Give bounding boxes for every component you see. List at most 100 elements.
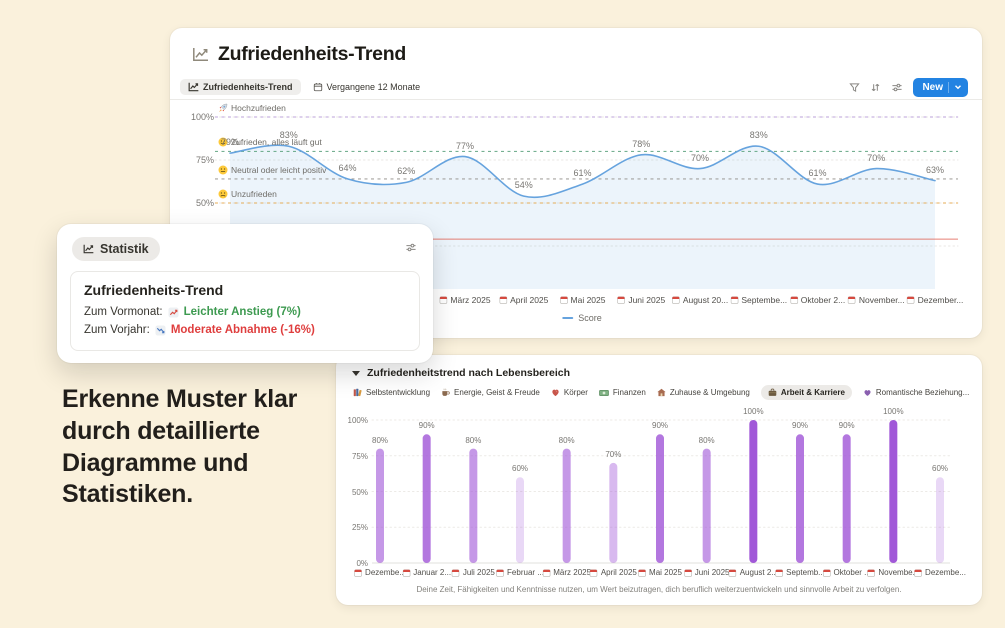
money-icon (599, 389, 609, 397)
new-button[interactable]: New (913, 77, 968, 97)
data-point-label: 79% (220, 137, 240, 148)
y-axis-tick: 50% (351, 487, 368, 497)
view-tab-label: Zufriedenheits-Trend (203, 82, 293, 92)
stat-trend-value: Leichter Anstieg (7%) (183, 306, 301, 318)
bar-value-label: 70% (605, 449, 622, 459)
bar-value-label: 80% (371, 435, 389, 445)
chevron-down-icon[interactable] (954, 83, 962, 91)
bar-value-label: 100% (883, 407, 904, 416)
reference-line-label: Neutral oder leicht positiv (218, 165, 326, 175)
bar-value-label: 80% (465, 435, 482, 445)
category-tabs-row: Selbstentwicklung Energie, Geist & Freude… (353, 385, 970, 400)
x-axis-label: März 2025 (542, 568, 591, 577)
view-toolbar: Zufriedenheits-Trend Vergangene 12 Monat… (180, 77, 968, 97)
data-point-label: 61% (808, 168, 827, 179)
date-range-filter[interactable]: Vergangene 12 Monate (313, 82, 420, 92)
category-tab-label: Romantische Beziehung... (875, 388, 970, 397)
data-point-label: 70% (867, 152, 886, 163)
data-point-label: 83% (279, 130, 298, 141)
section-toggle[interactable]: Zufriedenheitstrend nach Lebensbereich (352, 367, 570, 379)
x-axis-label: Novembe... (867, 568, 919, 577)
x-axis-label: Juni 2025 (684, 568, 730, 577)
y-axis-tick: 50% (195, 198, 214, 208)
category-tab-label: Körper (563, 388, 588, 397)
bar-value-label: 60% (931, 464, 949, 474)
bar-value-label: 100% (743, 407, 764, 416)
view-settings-icon[interactable] (891, 82, 903, 93)
section-title: Zufriedenheitstrend nach Lebensbereich (367, 367, 571, 379)
y-axis-tick: 75% (195, 155, 214, 165)
heart-icon (863, 388, 872, 397)
bar-value-label: 90% (651, 421, 669, 431)
toggle-triangle-icon (352, 370, 360, 376)
house-icon (657, 388, 666, 397)
data-point-label: 70% (690, 152, 710, 163)
stats-title: Zufriedenheits-Trend (84, 282, 224, 298)
bar-value-label: 80% (698, 435, 715, 445)
sort-icon[interactable] (870, 82, 881, 93)
filter-icon[interactable] (849, 82, 861, 93)
chart-down-icon (155, 324, 166, 336)
category-tab-zuhause-umgebung[interactable]: Zuhause & Umgebung (657, 388, 750, 397)
life-area-bar-chart: 0% 25% 50% 75% 100% 80% 90% 80% 60% 80% 70% 90% 80% 1… (336, 355, 982, 605)
data-point-label: 54% (514, 180, 533, 191)
books-icon (353, 388, 362, 397)
data-point-label: 64% (338, 162, 357, 173)
x-axis-label: Oktober 2... (789, 295, 845, 305)
x-axis-label: Dezember... (906, 295, 963, 305)
x-axis-label: August 20... (672, 295, 728, 305)
bar-chart-canvas (371, 419, 951, 564)
statistics-card: Statistik Zufriedenheits-Trend Zum Vormo… (57, 224, 433, 363)
line-chart-icon (188, 82, 199, 92)
stat-label: Zum Vorjahr: (84, 324, 150, 336)
data-point-label: 78% (632, 138, 651, 149)
data-point-label: 77% (455, 140, 475, 151)
reference-line-label: Unzufrieden (218, 189, 277, 199)
category-tab-finanzen[interactable]: Finanzen (599, 388, 646, 397)
stat-row-month: Zum Vormonat: Leichter Anstieg (7%) (84, 306, 406, 318)
category-tab-energie-geist-freude[interactable]: Energie, Geist & Freude (441, 388, 540, 397)
toolbar-actions: New (849, 77, 968, 97)
y-axis-tick: 25% (351, 523, 368, 533)
statistik-badge-label: Statistik (100, 242, 149, 256)
x-axis-label: April 2025 (590, 568, 637, 577)
x-axis-label: Mai 2025 (559, 295, 605, 305)
marketing-headline: Erkenne Muster klar durch detaillierte D… (62, 385, 298, 509)
x-axis-label: Septemb... (775, 568, 825, 577)
stat-label: Zum Vormonat: (84, 306, 163, 318)
anatomical-heart-icon (551, 388, 560, 397)
x-axis-label: März 2025 (439, 295, 491, 305)
bar-value-label: 90% (418, 421, 435, 431)
x-axis-label: Septembe... (730, 295, 787, 305)
y-axis-tick: 100% (347, 416, 368, 425)
category-tab-label: Finanzen (612, 388, 646, 397)
x-axis-label: Juni 2025 (617, 295, 665, 305)
category-tab-romantische-beziehung[interactable]: Romantische Beziehung... (863, 388, 969, 397)
x-axis-label: August 2... (728, 568, 778, 577)
tab-zufriedenheits-trend[interactable]: Zufriedenheits-Trend (180, 79, 301, 95)
calendar-icon (313, 82, 323, 92)
category-tab-arbeit-karriere[interactable]: Arbeit & Karriere (760, 385, 852, 400)
category-tab-label: Arbeit & Karriere (780, 388, 845, 397)
bar-value-label: 90% (791, 421, 809, 431)
stats-settings-icon[interactable] (405, 242, 417, 253)
stats-summary-box: Zufriedenheits-Trend Zum Vormonat: Leich… (70, 271, 420, 351)
chart-caption: Deine Zeit, Fähigkeiten und Kenntnisse n… (416, 585, 902, 594)
life-area-trend-card: Zufriedenheitstrend nach Lebensbereich S… (336, 355, 982, 605)
tea-icon (441, 388, 450, 397)
bar-value-label: 60% (511, 464, 529, 474)
stat-trend-value: Moderate Abnahme (-16%) (170, 324, 315, 336)
legend-line-swatch (562, 317, 574, 319)
button-divider (948, 81, 949, 93)
y-axis-tick: 100% (190, 112, 214, 122)
category-tab-selbstentwicklung[interactable]: Selbstentwicklung (353, 388, 430, 397)
data-point-label: 61% (573, 168, 592, 179)
trend-card-header: Zufriedenheits-Trend (192, 43, 406, 66)
bar-value-label: 80% (558, 435, 575, 445)
x-axis-label: Februar ... (496, 568, 544, 577)
statistik-badge[interactable]: Statistik (72, 237, 160, 261)
category-tab-k-rper[interactable]: Körper (551, 388, 588, 397)
x-axis-label: Juli 2025 (452, 568, 495, 577)
reference-line-label: Hochzufrieden (218, 103, 286, 113)
